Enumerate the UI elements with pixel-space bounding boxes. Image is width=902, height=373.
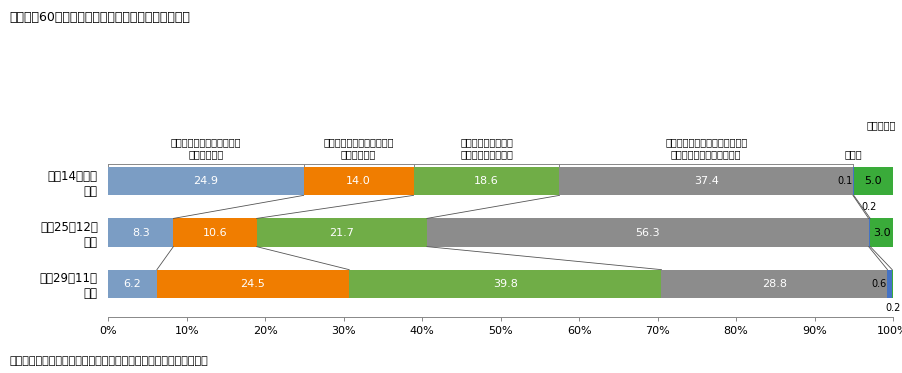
Text: 18.6: 18.6	[474, 176, 499, 186]
Text: 3.0: 3.0	[873, 228, 891, 238]
Text: 公助に重点を置いた対応を
すべきである: 公助に重点を置いた対応を すべきである	[170, 137, 241, 160]
Bar	[349, 270, 661, 298]
Text: 37.4: 37.4	[694, 176, 719, 186]
Bar	[853, 167, 893, 195]
Text: 8.3: 8.3	[132, 228, 150, 238]
Bar	[108, 219, 173, 247]
Text: わからない: わからない	[867, 120, 896, 130]
Bar	[870, 219, 894, 247]
Text: 10.6: 10.6	[203, 228, 227, 238]
Text: 28.8: 28.8	[762, 279, 787, 289]
Text: 24.5: 24.5	[241, 279, 265, 289]
Bar	[173, 219, 256, 247]
Text: 附属資料60　自助、共助、公助の対策に関する意識: 附属資料60 自助、共助、公助の対策に関する意識	[9, 11, 190, 24]
Text: 自助に重点を置いた
対応をすべきである: 自助に重点を置いた 対応をすべきである	[460, 137, 513, 160]
Bar	[108, 167, 304, 195]
Text: 公助、共助、自助のバランスが
取れた対応をすべきである: 公助、共助、自助のバランスが 取れた対応をすべきである	[665, 137, 748, 160]
Text: その他: その他	[844, 150, 862, 160]
Text: 0.6: 0.6	[871, 279, 887, 289]
Text: 24.9: 24.9	[193, 176, 218, 186]
Bar	[427, 219, 869, 247]
Text: 0.2: 0.2	[885, 303, 901, 313]
Text: 0.2: 0.2	[861, 202, 877, 212]
Text: 6.2: 6.2	[124, 279, 142, 289]
Bar	[108, 270, 157, 298]
Text: 14.0: 14.0	[346, 176, 371, 186]
Text: 出典：内閣府政府広報室「防災に関する世論調査」より内閣府作成: 出典：内閣府政府広報室「防災に関する世論調査」より内閣府作成	[9, 355, 207, 366]
Text: 共助に重点を置いた対応を
すべきである: 共助に重点を置いた対応を すべきである	[323, 137, 394, 160]
Bar	[892, 270, 894, 298]
Bar	[661, 270, 888, 298]
Bar	[869, 219, 870, 247]
Text: 0.1: 0.1	[837, 176, 852, 186]
Text: 5.0: 5.0	[864, 176, 882, 186]
Bar	[559, 167, 853, 195]
Text: 21.7: 21.7	[329, 228, 354, 238]
Bar	[888, 270, 892, 298]
Bar	[256, 219, 427, 247]
Bar	[413, 167, 559, 195]
Bar	[304, 167, 413, 195]
Text: 39.8: 39.8	[492, 279, 518, 289]
Bar	[157, 270, 349, 298]
Text: 56.3: 56.3	[635, 228, 660, 238]
